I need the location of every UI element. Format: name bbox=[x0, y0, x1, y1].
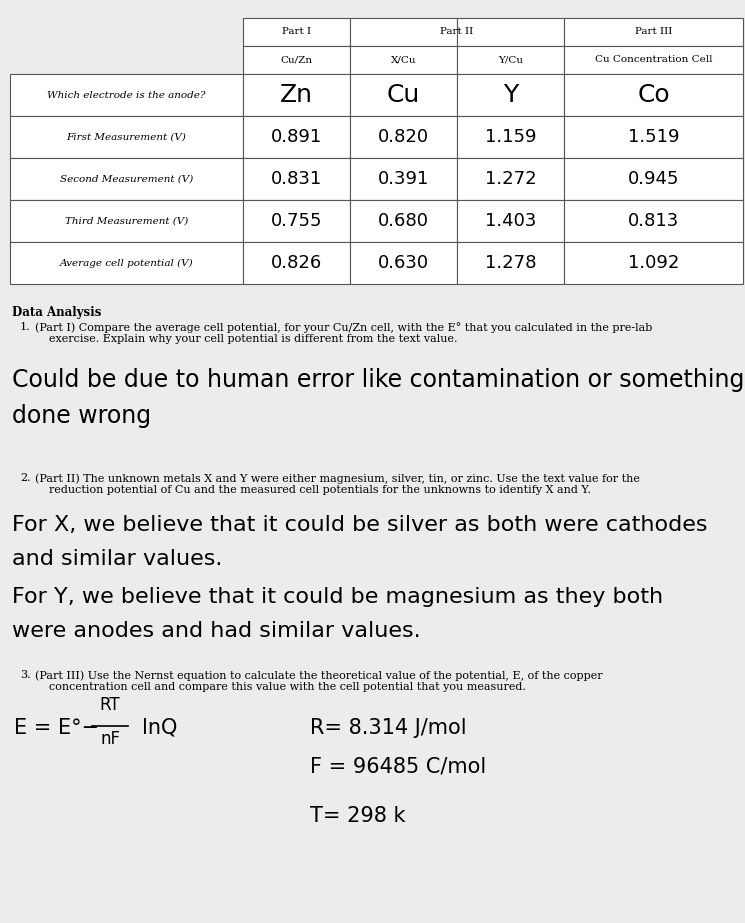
Bar bbox=[564, 242, 743, 284]
Bar bbox=[457, 158, 564, 200]
Text: Part III: Part III bbox=[635, 28, 672, 37]
Bar bbox=[457, 74, 564, 116]
Text: done wrong: done wrong bbox=[12, 404, 151, 428]
Text: Cu Concentration Cell: Cu Concentration Cell bbox=[595, 55, 712, 65]
Text: R= 8.314 J/mol: R= 8.314 J/mol bbox=[310, 718, 466, 738]
Text: Could be due to human error like contamination or something: Could be due to human error like contami… bbox=[12, 368, 744, 392]
Text: Data Analysis: Data Analysis bbox=[12, 306, 101, 319]
Text: 0.820: 0.820 bbox=[378, 128, 429, 146]
Text: 2.: 2. bbox=[20, 473, 31, 483]
Text: Y/Cu: Y/Cu bbox=[498, 55, 523, 65]
Bar bbox=[243, 200, 350, 242]
Text: 0.826: 0.826 bbox=[271, 254, 322, 272]
Bar bbox=[350, 242, 457, 284]
Text: 1.403: 1.403 bbox=[485, 212, 536, 230]
Bar bbox=[457, 116, 564, 158]
Text: 0.831: 0.831 bbox=[271, 170, 322, 188]
Text: E = E°−: E = E°− bbox=[14, 718, 99, 738]
Text: First Measurement (V): First Measurement (V) bbox=[66, 133, 186, 141]
Text: were anodes and had similar values.: were anodes and had similar values. bbox=[12, 621, 421, 641]
Bar bbox=[564, 116, 743, 158]
Bar bbox=[350, 18, 457, 46]
Bar bbox=[350, 74, 457, 116]
Text: RT: RT bbox=[100, 696, 120, 714]
Text: 1.278: 1.278 bbox=[485, 254, 536, 272]
Text: (Part I) Compare the average cell potential, for your Cu/Zn cell, with the E° th: (Part I) Compare the average cell potent… bbox=[35, 322, 653, 344]
Bar bbox=[243, 18, 350, 46]
Text: 1.272: 1.272 bbox=[485, 170, 536, 188]
Text: Cu: Cu bbox=[387, 83, 420, 107]
Text: (Part III) Use the Nernst equation to calculate the theoretical value of the pot: (Part III) Use the Nernst equation to ca… bbox=[35, 670, 603, 692]
Bar bbox=[350, 200, 457, 242]
Bar bbox=[350, 116, 457, 158]
Bar bbox=[564, 18, 743, 46]
Bar bbox=[564, 158, 743, 200]
Text: 0.945: 0.945 bbox=[628, 170, 679, 188]
Text: 0.813: 0.813 bbox=[628, 212, 679, 230]
Text: For X, we believe that it could be silver as both were cathodes: For X, we believe that it could be silve… bbox=[12, 515, 708, 535]
Text: 3.: 3. bbox=[20, 670, 31, 680]
Bar bbox=[350, 46, 457, 74]
Bar bbox=[10, 116, 243, 158]
Bar bbox=[10, 74, 243, 116]
Text: F = 96485 C/mol: F = 96485 C/mol bbox=[310, 756, 486, 776]
Text: Third Measurement (V): Third Measurement (V) bbox=[65, 217, 188, 225]
Text: 0.755: 0.755 bbox=[270, 212, 323, 230]
Bar bbox=[457, 18, 564, 46]
Text: Average cell potential (V): Average cell potential (V) bbox=[60, 258, 193, 268]
Bar bbox=[243, 116, 350, 158]
Text: and similar values.: and similar values. bbox=[12, 549, 222, 569]
Text: 0.391: 0.391 bbox=[378, 170, 429, 188]
Bar bbox=[564, 74, 743, 116]
Bar bbox=[10, 242, 243, 284]
Text: Cu/Zn: Cu/Zn bbox=[280, 55, 313, 65]
Text: Co: Co bbox=[637, 83, 670, 107]
Text: Part I: Part I bbox=[282, 28, 311, 37]
Text: Zn: Zn bbox=[280, 83, 313, 107]
Text: Part II: Part II bbox=[440, 28, 474, 37]
Text: Second Measurement (V): Second Measurement (V) bbox=[60, 174, 193, 184]
Bar bbox=[243, 74, 350, 116]
Text: 1.092: 1.092 bbox=[628, 254, 679, 272]
Text: T= 298 k: T= 298 k bbox=[310, 806, 405, 826]
Bar bbox=[10, 200, 243, 242]
Text: 0.891: 0.891 bbox=[271, 128, 322, 146]
Bar bbox=[350, 158, 457, 200]
Text: 1.: 1. bbox=[20, 322, 31, 332]
Text: 0.680: 0.680 bbox=[378, 212, 429, 230]
Bar bbox=[10, 158, 243, 200]
Bar bbox=[457, 46, 564, 74]
Text: nF: nF bbox=[100, 730, 120, 748]
Text: (Part II) The unknown metals X and Y were either magnesium, silver, tin, or zinc: (Part II) The unknown metals X and Y wer… bbox=[35, 473, 640, 495]
Bar bbox=[243, 158, 350, 200]
Bar bbox=[457, 200, 564, 242]
Text: 1.519: 1.519 bbox=[628, 128, 679, 146]
Text: lnQ: lnQ bbox=[142, 718, 177, 738]
Text: 1.159: 1.159 bbox=[485, 128, 536, 146]
Text: X/Cu: X/Cu bbox=[390, 55, 416, 65]
Bar bbox=[243, 46, 350, 74]
Text: 0.630: 0.630 bbox=[378, 254, 429, 272]
Bar bbox=[243, 242, 350, 284]
Bar bbox=[564, 200, 743, 242]
Text: Y: Y bbox=[503, 83, 518, 107]
Text: Which electrode is the anode?: Which electrode is the anode? bbox=[47, 90, 206, 100]
Text: For Y, we believe that it could be magnesium as they both: For Y, we believe that it could be magne… bbox=[12, 587, 663, 607]
Bar bbox=[564, 46, 743, 74]
Bar bbox=[457, 242, 564, 284]
